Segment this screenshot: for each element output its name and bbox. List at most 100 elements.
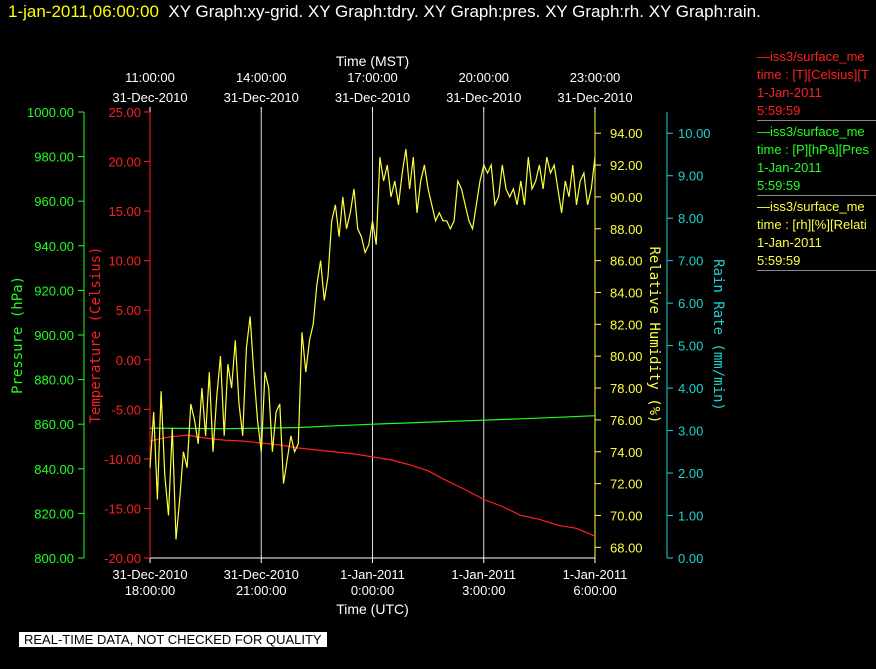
legend-series-name: iss3/surface_me: [770, 199, 865, 214]
temperature-tick-label: 10.00: [108, 254, 141, 269]
x-top-tick-date: 31-Dec-2010: [224, 90, 299, 105]
rain-tick-label: 0.00: [678, 551, 703, 566]
legend-entry-text: 1-Jan-2011: [757, 85, 822, 100]
rh-tick-label: 70.00: [610, 508, 643, 523]
pressure-tick-label: 840.00: [34, 462, 74, 477]
legend-entry-text: time : [T][Celsius][T: [757, 67, 869, 82]
pressure-tick-label: 960.00: [34, 194, 74, 209]
x-top-axis-title: Time (MST): [336, 53, 409, 69]
pressure-tick-label: 940.00: [34, 239, 74, 254]
rain-tick-label: 2.00: [678, 466, 703, 481]
rain-tick-label: 10.00: [678, 126, 711, 141]
rh-tick-label: 86.00: [610, 254, 643, 269]
chart-series: [149, 149, 596, 540]
legend-entry-text: 1-Jan-2011: [757, 235, 822, 250]
x-top-tick-time: 17:00:00: [347, 70, 398, 85]
temperature-tick-label: 20.00: [108, 155, 141, 170]
pressure-tick-label: 800.00: [34, 551, 74, 566]
pressure-tick-label: 860.00: [34, 417, 74, 432]
pressure-tick-label: 1000.00: [27, 105, 74, 120]
x-top-tick-time: 23:00:00: [570, 70, 621, 85]
legend-entry-text: 5:59:59: [757, 178, 801, 193]
temperature-tick-label: -10.00: [104, 452, 141, 467]
series-line-rh: [149, 149, 596, 540]
temperature-axis-title: Temperature (Celsius): [88, 246, 104, 423]
legend-entry-text: time : [P][hPa][Pres: [757, 142, 869, 157]
legend: —iss3/surface_me time : [T][Celsius][T 1-J…: [757, 48, 876, 273]
pressure-tick-label: 880.00: [34, 373, 74, 388]
x-top-tick-date: 31-Dec-2010: [446, 90, 521, 105]
rain-tick-label: 9.00: [678, 169, 703, 184]
x-bottom-tick-date: 1-Jan-2011: [451, 567, 516, 582]
rh-tick-label: 78.00: [610, 381, 643, 396]
legend-swatch: —: [757, 49, 770, 64]
temperature-tick-label: 5.00: [116, 303, 141, 318]
legend-swatch: —: [757, 124, 770, 139]
temperature-tick-label: -5.00: [111, 402, 141, 417]
chart-axes: 31-Dec-201018:00:0031-Dec-201021:00:001-…: [10, 53, 726, 617]
rain-tick-label: 6.00: [678, 296, 703, 311]
rh-tick-label: 74.00: [610, 445, 643, 460]
x-bottom-tick-time: 3:00:00: [462, 583, 505, 598]
rain-axis-title: Rain Rate (mm/min): [710, 259, 726, 411]
x-top-tick-time: 11:00:00: [125, 70, 175, 85]
rain-tick-label: 1.00: [678, 509, 703, 524]
legend-entry: —iss3/surface_me time : [T][Celsius][T 1-J…: [757, 48, 876, 121]
legend-entry: —iss3/surface_me time : [rh][%][Relati 1-J…: [757, 198, 876, 271]
x-bottom-tick-time: 18:00:00: [125, 583, 176, 598]
legend-entry: —iss3/surface_me time : [P][hPa][Pres 1-Ja…: [757, 123, 876, 196]
quality-notice: REAL-TIME DATA, NOT CHECKED FOR QUALITY: [19, 632, 327, 647]
rh-axis-title: Relative Humidity (%): [646, 246, 662, 423]
x-top-tick-date: 31-Dec-2010: [112, 90, 187, 105]
legend-swatch: —: [757, 199, 770, 214]
x-top-tick-date: 31-Dec-2010: [335, 90, 410, 105]
legend-entry-text: —iss3/surface_me: [757, 123, 876, 141]
pressure-tick-label: 980.00: [34, 150, 74, 165]
rh-tick-label: 82.00: [610, 317, 643, 332]
series-line-temperature: [149, 434, 596, 537]
x-top-tick-time: 14:00:00: [236, 70, 287, 85]
pressure-tick-label: 920.00: [34, 283, 74, 298]
x-bottom-tick-time: 0:00:00: [351, 583, 394, 598]
x-bottom-axis-title: Time (UTC): [336, 601, 409, 617]
legend-series-name: iss3/surface_me: [770, 49, 865, 64]
x-bottom-tick-date: 31-Dec-2010: [112, 567, 187, 582]
x-top-tick-time: 20:00:00: [458, 70, 509, 85]
rain-tick-label: 5.00: [678, 339, 703, 354]
header-date: 1-jan-2011,06:00:00: [8, 2, 159, 21]
legend-entry-text: time : [rh][%][Relati: [757, 217, 867, 232]
x-bottom-tick-date: 1-Jan-2011: [563, 567, 628, 582]
rh-tick-label: 76.00: [610, 413, 643, 428]
rh-tick-label: 84.00: [610, 285, 643, 300]
rh-tick-label: 92.00: [610, 158, 643, 173]
legend-entry-text: 1-Jan-2011: [757, 160, 822, 175]
legend-entry-text: 5:59:59: [757, 253, 801, 268]
x-top-tick-date: 31-Dec-2010: [557, 90, 632, 105]
x-bottom-tick-date: 31-Dec-2010: [224, 567, 299, 582]
rh-tick-label: 88.00: [610, 222, 643, 237]
temperature-tick-label: 25.00: [108, 105, 141, 120]
x-bottom-tick-time: 21:00:00: [236, 583, 287, 598]
temperature-tick-label: -15.00: [104, 501, 141, 516]
header-titles: XY Graph:xy-grid. XY Graph:tdry. XY Grap…: [168, 2, 761, 21]
temperature-tick-label: 0.00: [116, 353, 141, 368]
chart-header: 1-jan-2011,06:00:00 XY Graph:xy-grid. XY…: [8, 2, 761, 22]
rain-tick-label: 4.00: [678, 381, 703, 396]
rh-tick-label: 68.00: [610, 540, 643, 555]
legend-series-name: iss3/surface_me: [770, 124, 865, 139]
pressure-tick-label: 820.00: [34, 506, 74, 521]
legend-entry-text: 5:59:59: [757, 103, 801, 118]
x-bottom-tick-date: 1-Jan-2011: [340, 567, 405, 582]
temperature-tick-label: 15.00: [108, 204, 141, 219]
legend-entry-text: —iss3/surface_me: [757, 48, 876, 66]
rain-tick-label: 7.00: [678, 254, 703, 269]
legend-entry-text: —iss3/surface_me: [757, 198, 876, 216]
temperature-tick-label: -20.00: [104, 551, 141, 566]
rh-tick-label: 90.00: [610, 190, 643, 205]
rh-tick-label: 94.00: [610, 126, 643, 141]
pressure-tick-label: 900.00: [34, 328, 74, 343]
x-bottom-tick-time: 6:00:00: [573, 583, 616, 598]
rh-tick-label: 80.00: [610, 349, 643, 364]
rain-tick-label: 3.00: [678, 424, 703, 439]
